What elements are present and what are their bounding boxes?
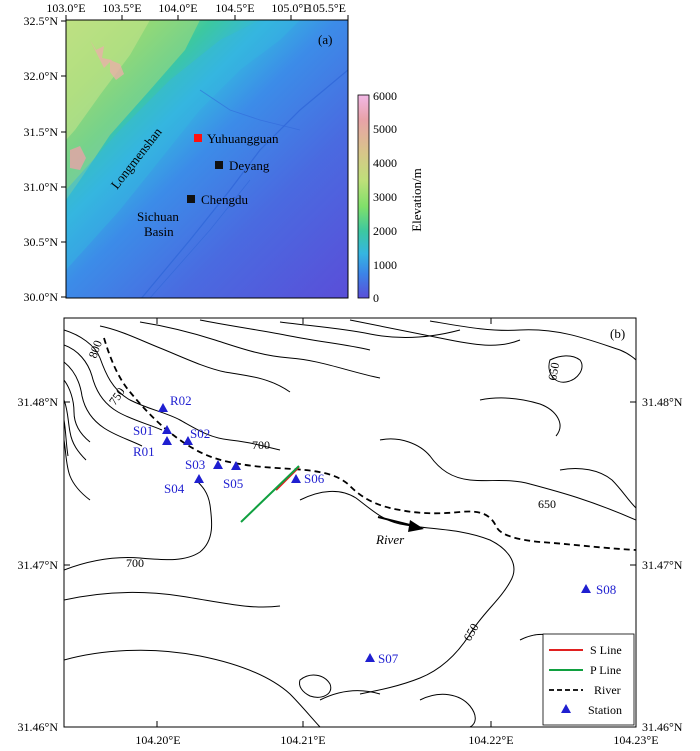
station-marker-r02: [158, 403, 168, 412]
lat-tick-a-4: 30.5°N: [24, 235, 59, 249]
station-labels: R02 S01 R01 S02 S03 S04 S05 S06 S07 S08: [133, 393, 616, 666]
panel-a-frame: [65, 19, 349, 299]
station-label-s05: S05: [223, 476, 243, 491]
yuhuangguan-label: Yuhuangguan: [207, 131, 279, 146]
station-marker-s08: [581, 584, 591, 593]
lat-tick-b-left-2: 31.46°N: [18, 720, 59, 734]
sichuan-label: Sichuan: [137, 209, 179, 224]
lon-tick-a-5: 105.5°E: [307, 1, 346, 15]
station-label-s04: S04: [164, 481, 185, 496]
panel-b-label: (b): [610, 326, 625, 341]
colorbar-tick-5000: 5000: [373, 122, 397, 136]
colorbar-tick-1000: 1000: [373, 258, 397, 272]
colorbar-tick-4000: 4000: [373, 156, 397, 170]
p-line: [240, 465, 300, 523]
station-label-s06: S06: [304, 471, 325, 486]
lat-tick-b-left-0: 31.48°N: [18, 395, 59, 409]
colorbar-tick-6000: 6000: [373, 89, 397, 103]
colorbar-ticks: 6000 5000 4000 3000 2000 1000 0: [373, 89, 397, 305]
legend-p-line-label: P Line: [590, 663, 621, 677]
legend-s-line-label: S Line: [590, 643, 622, 657]
lon-tick-a-4: 105.0°E: [271, 1, 310, 15]
contour-label-650-right: 650: [538, 497, 556, 511]
lat-tick-b-right-2: 31.46°N: [642, 720, 683, 734]
panel-b-lat-ticks: 31.48°N 31.47°N 31.46°N 31.48°N 31.47°N …: [18, 395, 683, 734]
lon-tick-b-2: 104.22°E: [468, 733, 513, 747]
flow-arrowhead: [408, 520, 424, 532]
panel-b-frame: [63, 317, 637, 728]
lon-tick-a-1: 103.5°E: [102, 1, 141, 15]
lat-tick-a-3: 31.0°N: [24, 180, 59, 194]
contour-label-700-top: 700: [252, 438, 270, 452]
panel-a-elevation-map: 103.0°E 103.5°E 104.0°E 104.5°E 105.0°E …: [24, 1, 424, 305]
lat-tick-b-left-1: 31.47°N: [18, 558, 59, 572]
panel-a-label: (a): [318, 32, 332, 47]
lon-tick-b-0: 104.20°E: [135, 733, 180, 747]
station-label-s01: S01: [133, 423, 153, 438]
station-markers: [158, 403, 591, 662]
lat-tick-a-1: 32.0°N: [24, 69, 59, 83]
lat-tick-b-right-1: 31.47°N: [642, 558, 683, 572]
station-marker-s03: [213, 460, 223, 469]
chengdu-label: Chengdu: [201, 192, 248, 207]
deyang-label: Deyang: [229, 158, 270, 173]
lon-tick-a-0: 103.0°E: [46, 1, 85, 15]
contour-label-700-left: 700: [126, 556, 144, 570]
lon-tick-b-1: 104.21°E: [280, 733, 325, 747]
lat-tick-a-5: 30.0°N: [24, 290, 59, 304]
legend-river-label: River: [594, 683, 621, 697]
station-label-s07: S07: [378, 651, 399, 666]
colorbar: [357, 94, 370, 299]
colorbar-title: Elevation/m: [409, 168, 424, 232]
station-marker-s04: [194, 474, 204, 483]
panel-a-lat-ticks: 32.5°N 32.0°N 31.5°N 31.0°N 30.5°N 30.0°…: [24, 14, 66, 304]
station-marker-s01: [162, 425, 172, 434]
legend-station-swatch: [561, 704, 571, 713]
lat-tick-a-2: 31.5°N: [24, 125, 59, 139]
colorbar-tick-2000: 2000: [373, 224, 397, 238]
yuhuangguan-marker: [194, 134, 202, 142]
station-label-s08: S08: [596, 582, 616, 597]
contour-lines: [64, 319, 636, 727]
station-marker-s05: [231, 461, 241, 470]
lon-tick-a-2: 104.0°E: [158, 1, 197, 15]
station-marker-s02: [183, 436, 193, 445]
flow-arrow: [377, 516, 415, 527]
river-label: River: [375, 532, 405, 547]
contour-label-800: 800: [86, 338, 105, 360]
panel-a-lon-ticks: 103.0°E 103.5°E 104.0°E 104.5°E 105.0°E …: [46, 1, 349, 20]
contour-label-650-top: 650: [545, 361, 562, 381]
panel-b-contour-map: River 800 750 700 700 650 650 650 R02 S0…: [18, 317, 683, 747]
chengdu-marker: [187, 195, 195, 203]
panel-b-background: [64, 318, 636, 727]
legend: S Line P Line River Station: [542, 633, 635, 726]
legend-station-label: Station: [588, 703, 622, 717]
lat-tick-a-0: 32.5°N: [24, 14, 59, 28]
panel-b-lon-ticks: 104.20°E 104.21°E 104.22°E 104.23°E: [63, 318, 659, 747]
station-label-s02: S02: [190, 426, 210, 441]
station-label-r02: R02: [170, 393, 192, 408]
lat-tick-b-right-0: 31.48°N: [642, 395, 683, 409]
station-marker-r01: [162, 436, 172, 445]
basin-label: Basin: [144, 224, 174, 239]
river-line: [103, 337, 637, 551]
station-label-r01: R01: [133, 444, 155, 459]
colorbar-tick-3000: 3000: [373, 190, 397, 204]
station-label-s03: S03: [185, 457, 205, 472]
station-marker-s07: [365, 653, 375, 662]
lon-tick-b-3: 104.23°E: [613, 733, 658, 747]
terrain-relief: [66, 20, 348, 298]
station-marker-s06: [291, 474, 301, 483]
deyang-marker: [215, 161, 223, 169]
colorbar-tick-0: 0: [373, 291, 379, 305]
lon-tick-a-3: 104.5°E: [215, 1, 254, 15]
